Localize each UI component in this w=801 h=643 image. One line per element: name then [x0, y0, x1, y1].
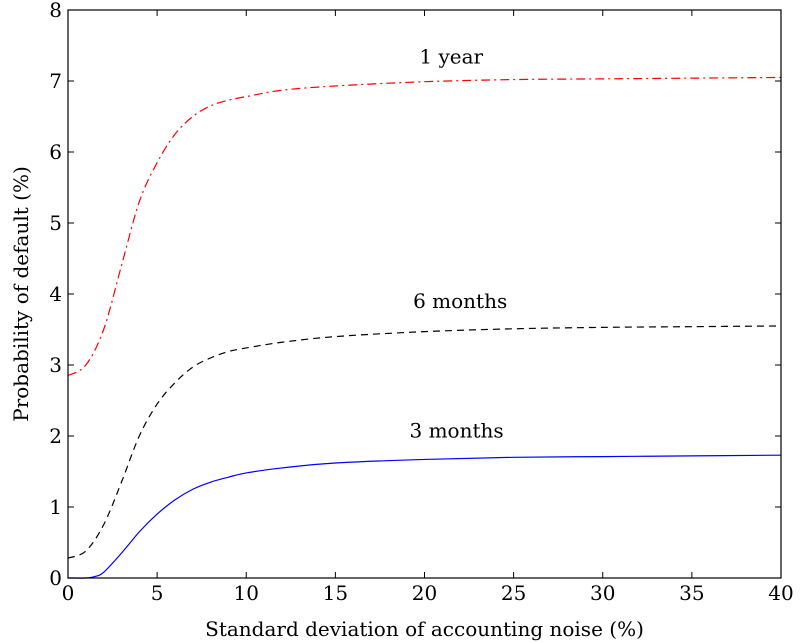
x-tick-label: 25 — [501, 581, 526, 605]
y-axis-label: Probability of default (%) — [9, 166, 33, 422]
x-tick-label: 35 — [679, 581, 704, 605]
x-tick-label: 0 — [62, 581, 75, 605]
y-tick-label: 7 — [49, 69, 62, 93]
x-tick-label: 20 — [412, 581, 437, 605]
ticks-layer: 0 5 10 15 20 25 30 35 40 0 1 2 3 4 5 6 7 8 — [49, 0, 793, 605]
series-line-2 — [67, 325, 782, 559]
y-tick-label: 5 — [49, 211, 62, 235]
annotation-label: 3 months — [410, 418, 504, 442]
x-tick-label: 40 — [768, 581, 793, 605]
x-tick-label: 10 — [234, 581, 259, 605]
y-tick-label: 4 — [49, 282, 62, 306]
x-axis-label: Standard deviation of accounting noise (… — [205, 617, 644, 641]
y-tick-label: 0 — [49, 566, 62, 590]
x-tick-label: 5 — [151, 581, 164, 605]
x-tick-label: 15 — [323, 581, 348, 605]
y-tick-label: 6 — [49, 140, 62, 164]
series-line-1 — [67, 76, 782, 377]
annotation-label: 6 months — [413, 289, 507, 313]
y-tick-label: 3 — [49, 353, 62, 377]
annotation-label: 1 year — [419, 44, 483, 68]
annotations-layer: 1 year 6 months 3 months — [410, 44, 508, 442]
series-layer — [67, 76, 782, 579]
x-tick-label: 30 — [590, 581, 615, 605]
y-tick-label: 1 — [49, 495, 62, 519]
y-tick-label: 2 — [49, 424, 62, 448]
y-tick-label: 8 — [49, 0, 62, 22]
series-line-3 — [67, 454, 782, 579]
